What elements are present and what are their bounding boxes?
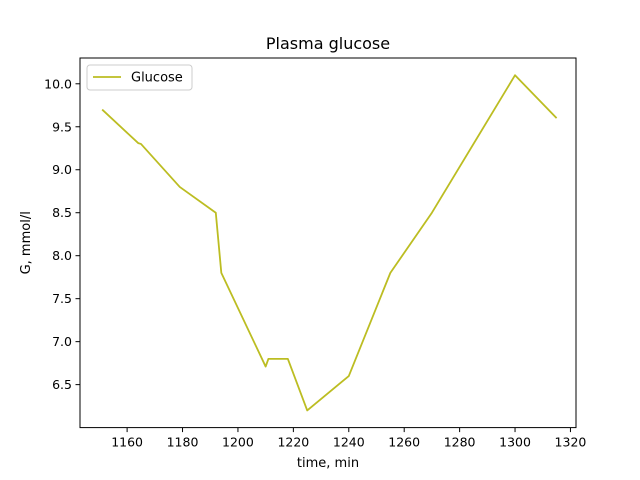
x-axis-ticks: 1160 1180 1200 1220 1240 1260 1280 1300 1320 <box>111 427 587 450</box>
chart-title: Plasma glucose <box>266 34 390 53</box>
legend: Glucose <box>86 64 193 91</box>
x-tick-label: 1160 <box>111 435 143 450</box>
x-tick-label: 1300 <box>499 435 531 450</box>
y-axis-label: G, mmol/l <box>19 211 34 274</box>
x-tick-label: 1260 <box>388 435 420 450</box>
y-axis-ticks: 6.5 7.0 7.5 8.0 8.5 9.0 9.5 10.0 <box>44 76 80 392</box>
y-tick-label: 8.5 <box>52 205 72 220</box>
y-tick-label: 9.5 <box>52 119 72 134</box>
legend-box <box>86 64 193 91</box>
y-tick-label: 9.0 <box>52 162 72 177</box>
x-tick-label: 1180 <box>167 435 199 450</box>
y-tick-label: 6.5 <box>52 377 72 392</box>
y-tick-label: 10.0 <box>44 76 72 91</box>
x-tick-label: 1220 <box>277 435 309 450</box>
series-layer <box>101 74 558 412</box>
series-line-glucose <box>101 74 558 412</box>
y-tick-label: 8.0 <box>52 248 72 263</box>
x-axis-label: time, min <box>297 456 359 471</box>
x-tick-label: 1320 <box>555 435 587 450</box>
x-tick-label: 1240 <box>333 435 365 450</box>
legend-label-glucose: Glucose <box>131 71 183 86</box>
x-tick-label: 1200 <box>222 435 254 450</box>
plot-frame <box>79 57 577 429</box>
y-tick-label: 7.5 <box>52 291 72 306</box>
y-tick-label: 7.0 <box>52 334 72 349</box>
x-tick-label: 1280 <box>444 435 476 450</box>
